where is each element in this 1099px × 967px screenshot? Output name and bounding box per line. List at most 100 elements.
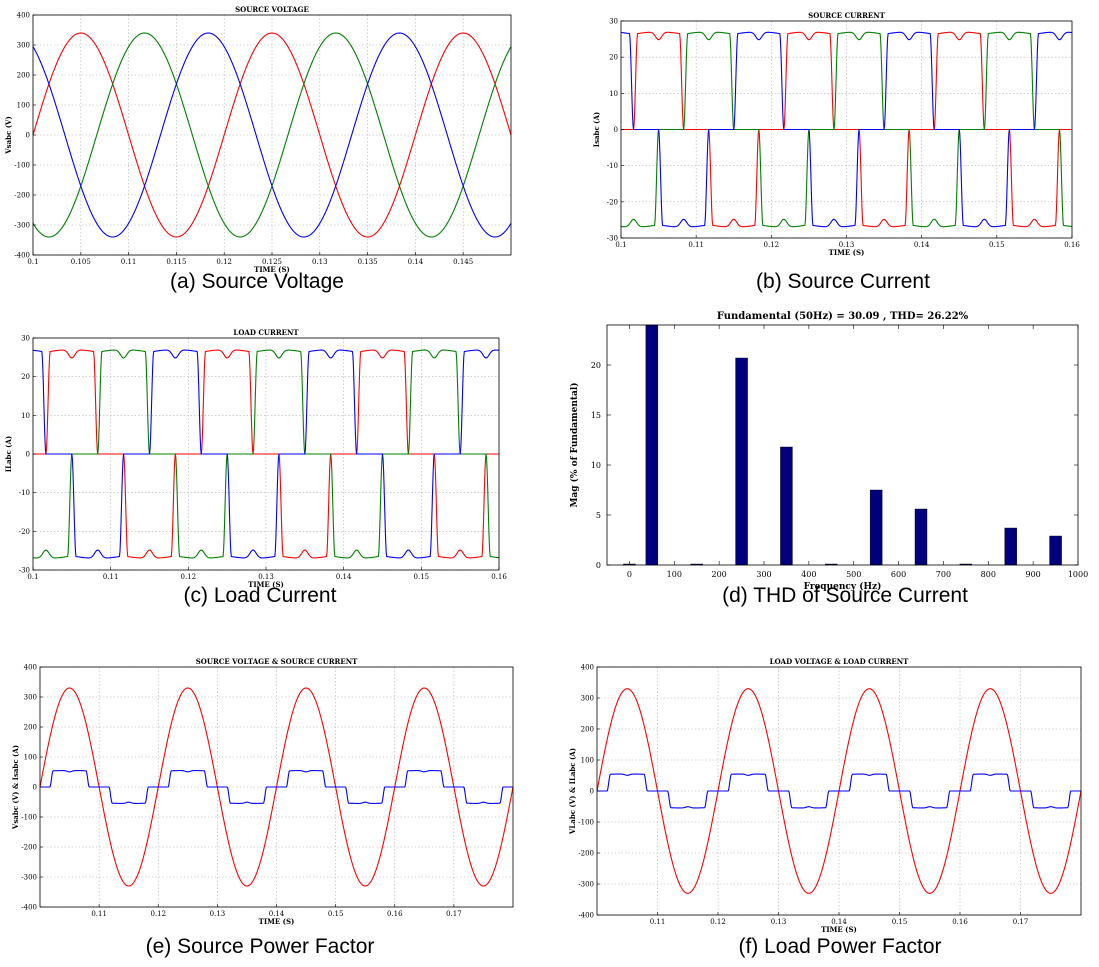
xtick-label: 400 — [801, 570, 816, 579]
xtick-label: 0.11 — [688, 241, 704, 249]
xtick-label: 0.125 — [262, 258, 282, 266]
xtick-label: 1000 — [1068, 570, 1088, 579]
series-line-3 — [620, 31, 1073, 228]
xtick-label: 0.145 — [453, 258, 473, 266]
ytick-label: -20 — [19, 528, 30, 536]
series-line-2 — [620, 31, 1073, 228]
chart-title: Fundamental (50Hz) = 30.09 , THD= 26.22% — [717, 311, 969, 322]
series-line-3 — [32, 32, 512, 238]
chart-svg-e: 0.11 0.12 0.13 0.14 0.15 0.16 0.17 -400 -300 -200… — [11, 657, 514, 926]
caption-b: (b) Source Current — [756, 270, 930, 293]
xtick-label: 0.1 — [27, 573, 38, 581]
xtick-label: 0.1 — [615, 241, 626, 249]
ytick-label: -300 — [14, 222, 30, 230]
ytick-label: -20 — [607, 198, 618, 206]
y-axis-label: ILabc (A) — [4, 436, 13, 472]
ytick-label: -100 — [14, 162, 30, 170]
ytick-label: -200 — [14, 192, 30, 200]
xtick-label: 0.13 — [839, 241, 855, 249]
y-axis-label: Mag (% of Fundamental) — [569, 382, 580, 507]
caption-c: (c) Load Current — [183, 584, 337, 607]
ytick-label: -100 — [578, 819, 594, 827]
chart-svg-f: 0.11 0.12 0.13 0.14 0.15 0.16 0.17 -400 -300 -200… — [568, 657, 1082, 934]
x-axis-label: TIME (S) — [259, 917, 295, 926]
xtick-label: 800 — [981, 570, 996, 579]
bar-250hz — [735, 357, 748, 566]
ytick-label: -400 — [578, 912, 594, 920]
xtick-label: 0.12 — [710, 918, 726, 926]
xtick-label: 0.135 — [358, 258, 378, 266]
xtick-label: 0.14 — [914, 241, 930, 249]
ytick-label: -30 — [19, 567, 30, 575]
ytick-label: -10 — [19, 489, 30, 497]
xtick-label: 0.115 — [166, 258, 186, 266]
chart-title: SOURCE VOLTAGE & SOURCE CURRENT — [196, 657, 358, 666]
ytick-label: -200 — [578, 850, 594, 858]
xtick-label: 0.16 — [952, 918, 968, 926]
ytick-label: 20 — [609, 54, 618, 62]
x-axis-label: TIME (S) — [248, 580, 284, 589]
caption-a: (a) Source Voltage — [170, 270, 344, 293]
caption-e: (e) Source Power Factor — [145, 935, 375, 958]
ytick-label: -200 — [21, 844, 37, 852]
caption-f: (f) Load Power Factor — [738, 935, 942, 958]
y-axis-label: Vsabc (V) — [4, 116, 13, 155]
ytick-label: 100 — [581, 757, 594, 765]
bar-650hz — [914, 508, 928, 566]
ytick-label: 20 — [21, 373, 30, 381]
bar-50hz — [645, 324, 659, 566]
xtick-label: 0.12 — [181, 573, 197, 581]
xtick-label: 0.105 — [71, 258, 91, 266]
ytick-label: 30 — [21, 335, 30, 343]
ytick-label: 10 — [591, 461, 601, 470]
x-axis-label: TIME (S) — [254, 265, 290, 274]
chart-panel-b: 0.1 0.11 0.12 0.13 0.14 0.15 0.16 -30 -20 -10 0 10 2… — [0, 0, 1099, 257]
chart-svg-a: 0.1 0.105 0.11 0.115 0.12 0.125 0.13 0.135 0.14 0… — [4, 5, 512, 274]
xtick-label: 0.13 — [258, 573, 274, 581]
ytick-label: 300 — [24, 694, 37, 702]
xtick-label: 500 — [846, 570, 861, 579]
xtick-label: 300 — [756, 570, 771, 579]
xtick-label: 200 — [712, 570, 727, 579]
chart-title: SOURCE CURRENT — [808, 11, 885, 20]
ytick-label: 15 — [591, 411, 601, 420]
ytick-label: 0 — [26, 451, 30, 459]
ytick-label: -400 — [14, 252, 30, 260]
bar-350hz — [780, 446, 793, 566]
ytick-label: 0 — [614, 126, 618, 134]
xtick-label: 0.16 — [1064, 241, 1080, 249]
xtick-label: 0.1 — [27, 258, 38, 266]
chart-title: LOAD CURRENT — [233, 328, 299, 337]
caption-d: (d) THD of Source Current — [722, 584, 968, 607]
ytick-label: 0 — [590, 788, 594, 796]
bar-950hz — [1049, 535, 1062, 566]
chart-panel-d: 0 100 200 300 400 500 600 700 800 900 1000 0 5 10 15 20… — [0, 311, 1099, 592]
xtick-label: 0.11 — [650, 918, 666, 926]
bar-850hz — [1004, 527, 1017, 566]
ytick-label: -300 — [578, 881, 594, 889]
xtick-label: 0.15 — [328, 910, 344, 918]
series-line-2 — [32, 349, 500, 559]
chart-title: LOAD VOLTAGE & LOAD CURRENT — [770, 657, 909, 666]
ytick-label: 0 — [26, 132, 30, 140]
ytick-label: 200 — [24, 724, 37, 732]
xtick-label: 600 — [891, 570, 906, 579]
ytick-label: 200 — [17, 72, 30, 80]
y-axis-label: VLabc (V) & ILabc (A) — [568, 748, 577, 835]
series-line-2 — [597, 773, 1081, 809]
series-line-3 — [32, 349, 500, 559]
series-line-1 — [621, 31, 1072, 228]
ytick-label: 400 — [17, 12, 30, 20]
ytick-label: 300 — [17, 42, 30, 50]
ytick-label: 10 — [21, 412, 30, 420]
chart-title: SOURCE VOLTAGE — [235, 5, 309, 14]
xtick-label: 0.14 — [408, 258, 424, 266]
ytick-label: 0 — [596, 561, 601, 570]
series-line-1 — [33, 349, 499, 559]
ytick-label: 400 — [24, 664, 37, 672]
xtick-label: 900 — [1026, 570, 1041, 579]
chart-svg-d: 0 100 200 300 400 500 600 700 800 900 1000 0 5 10 15 20… — [569, 311, 1088, 592]
xtick-label: 700 — [936, 570, 951, 579]
ytick-label: -30 — [607, 235, 618, 243]
ytick-label: 100 — [17, 102, 30, 110]
